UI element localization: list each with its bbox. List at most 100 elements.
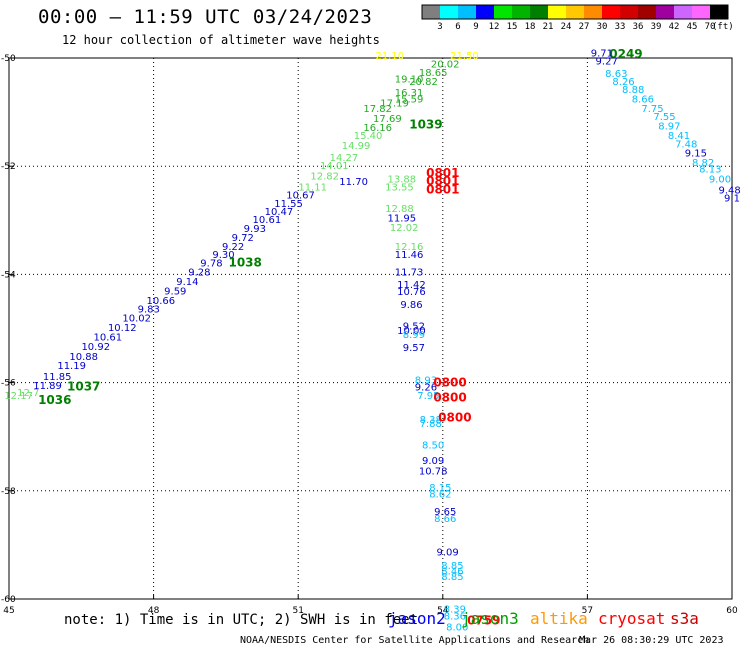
colorbar-label: 33 <box>614 22 626 32</box>
swh-label: 12.17 <box>4 391 33 402</box>
pass-time-label: 0800 <box>433 375 466 389</box>
swh-label: 8.50 <box>422 441 444 452</box>
legend-s3a: s3a <box>670 609 699 628</box>
colorbar-swatch <box>710 5 728 19</box>
colorbar-swatch <box>530 5 548 19</box>
legend-altika: altika <box>530 609 588 628</box>
axis-ticks: 45 48 51 54 57 60 -50 -52 -54 -56 -58 -60 <box>1 54 738 616</box>
swh-label: 9.14 <box>176 277 198 288</box>
swh-label: 18.65 <box>419 68 448 79</box>
swh-label: 9.00 <box>709 174 731 185</box>
swh-label: 8.62 <box>429 489 451 500</box>
colorbar-unit: (ft) <box>712 22 734 32</box>
x-tick-label: 57 <box>582 606 593 616</box>
colorbar-label: 12 <box>488 22 500 32</box>
swh-label: 21.50 <box>450 51 479 62</box>
swh-label: 7.75 <box>641 104 663 115</box>
colorbar-label: 21 <box>542 22 554 32</box>
swh-label: 12.88 <box>385 204 414 215</box>
swh-label: 7.88 <box>420 419 442 430</box>
swh-label: 8.85 <box>441 572 463 583</box>
swh-label: 10.12 <box>108 323 137 334</box>
swh-label: 8.00 <box>446 622 468 633</box>
swh-label: 10.76 <box>397 287 426 298</box>
swh-label: 13.55 <box>385 183 414 194</box>
x-tick-label: 54 <box>437 606 449 616</box>
colorbar-swatch <box>494 5 512 19</box>
pass-time-label: 0800 <box>438 411 471 425</box>
swh-label: 11.46 <box>395 250 424 261</box>
colorbar-swatch <box>476 5 494 19</box>
colorbar-swatch <box>422 5 440 19</box>
colorbar-swatch <box>512 5 530 19</box>
legend-jason2: jason2 <box>388 609 446 628</box>
swh-label: 7.55 <box>653 112 675 123</box>
swh-label: 7.48 <box>675 139 697 150</box>
pass-time-label: 1039 <box>409 117 442 131</box>
swh-label: 9.30 <box>212 250 234 261</box>
swh-label: 9.48 <box>718 185 740 196</box>
swh-label: 8.63 <box>605 69 627 80</box>
colorbar-swatch <box>620 5 638 19</box>
swh-label: 12.82 <box>310 172 339 183</box>
legend-cryosat: cryosat <box>598 609 666 628</box>
swh-label: 8.46 <box>441 567 463 578</box>
data-points: 12.1712.711.8911.8511.1910.8810.9210.611… <box>4 47 740 633</box>
swh-label: 10.92 <box>81 342 110 353</box>
swh-label: 10.78 <box>419 467 448 478</box>
swh-label: 8.85 <box>441 561 463 572</box>
swh-label: 17.19 <box>380 99 409 110</box>
x-tick-label: 60 <box>726 606 738 616</box>
swh-label: 9.1 <box>724 193 740 204</box>
swh-label: 15.59 <box>395 94 424 105</box>
swh-label: 12.7 <box>17 388 39 399</box>
footer-note: note: 1) Time is in UTC; 2) SWH is in fe… <box>64 612 419 628</box>
pass-time-label: 0759 <box>467 613 500 627</box>
swh-label: 11.89 <box>33 381 62 392</box>
swh-label: 9.65 <box>434 507 456 518</box>
y-tick-label: -60 <box>1 595 16 605</box>
y-tick-label: -56 <box>1 379 16 389</box>
footer-source: NOAA/NESDIS Center for Satellite Applica… <box>240 635 590 646</box>
swh-label: 9.86 <box>400 300 422 311</box>
y-tick-label: -54 <box>1 270 16 280</box>
swh-label: 11.55 <box>274 199 303 210</box>
swh-label: 8.66 <box>434 514 456 525</box>
y-tick-label: -50 <box>1 54 16 64</box>
swh-label: 14.27 <box>330 153 359 164</box>
swh-label: 12.02 <box>390 223 419 234</box>
chart-title: 00:00 – 11:59 UTC 03/24/2023 <box>38 6 373 28</box>
swh-label: 16.16 <box>363 123 392 134</box>
swh-label: 11.11 <box>298 183 327 194</box>
swh-label: 15.40 <box>354 131 383 142</box>
colorbar-label: 30 <box>596 22 608 32</box>
swh-label: 10.61 <box>253 215 282 226</box>
colorbar-label: 24 <box>560 22 572 32</box>
swh-label: 9.28 <box>188 267 210 278</box>
swh-label: 9.09 <box>422 456 444 467</box>
swh-label: 11.70 <box>339 177 368 188</box>
swh-label: 9.78 <box>200 258 222 269</box>
pass-time-label: 0801 <box>426 174 459 188</box>
y-tick-label: -52 <box>1 162 16 172</box>
pass-time-label: 1038 <box>228 255 261 269</box>
x-tick-label: 45 <box>3 606 14 616</box>
colorbar-label: 42 <box>668 22 680 32</box>
swh-label: 10.02 <box>122 313 151 324</box>
swh-label: 14.99 <box>342 141 371 152</box>
swh-label: 9.09 <box>436 548 458 559</box>
x-tick-label: 51 <box>292 606 303 616</box>
colorbar-swatch <box>458 5 476 19</box>
y-tick-label: -58 <box>1 487 16 497</box>
x-tick-label: 48 <box>148 606 160 616</box>
colorbar-label: 70 <box>704 22 716 32</box>
swh-label: 20.02 <box>431 60 460 71</box>
swh-label: 13.88 <box>388 174 417 185</box>
swh-label: 17.69 <box>373 114 402 125</box>
swh-label: 8.97 <box>658 121 680 132</box>
colorbar-swatch <box>674 5 692 19</box>
swh-label: 9.22 <box>222 242 244 253</box>
swh-label: 9.27 <box>596 56 618 67</box>
swh-label: 10.00 <box>397 326 426 337</box>
